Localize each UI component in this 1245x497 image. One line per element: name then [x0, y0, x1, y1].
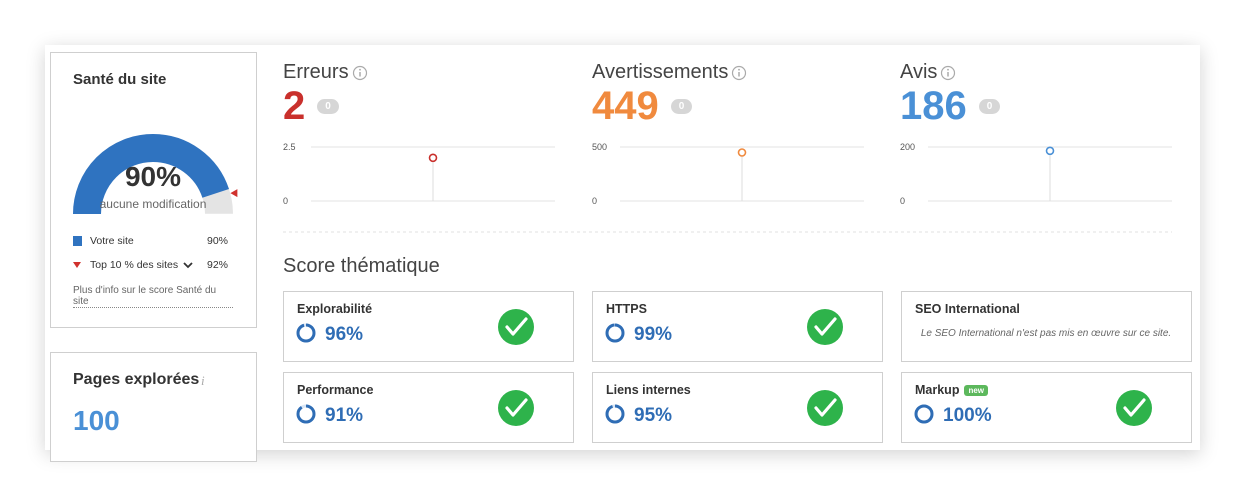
legend-swatch	[73, 236, 82, 246]
pages-value: 100	[73, 405, 120, 436]
pages-card	[50, 352, 257, 462]
gauge-score: 90%	[124, 161, 182, 192]
dropdown-chevron	[183, 262, 193, 269]
topic-head: Liens internes	[606, 383, 691, 397]
gauge-status: aucune modification	[99, 197, 207, 211]
ring-arc	[605, 323, 625, 343]
check-icon	[498, 309, 534, 345]
y-tick-label: 0	[283, 196, 289, 206]
metric-value: 2	[283, 84, 306, 128]
metric-label: Erreurs	[283, 61, 349, 83]
info-icon	[352, 65, 368, 81]
info-icon-dot	[359, 68, 361, 71]
check-mark	[1123, 398, 1146, 417]
y-tick-label: 0	[900, 196, 906, 206]
topic-head: Explorabilité	[297, 302, 372, 316]
new-badge: new	[964, 384, 989, 396]
legend-label: Top 10 % des sites	[90, 259, 179, 271]
topic-score: 95%	[634, 405, 673, 426]
topic-score: 99%	[634, 324, 673, 345]
info-link[interactable]: Plus d'info sur le score Santé du site	[73, 285, 233, 308]
check-mark	[814, 317, 837, 336]
card-title: Pages explorées	[73, 371, 200, 388]
topic-head: HTTPS	[606, 302, 647, 316]
topic-head: Performance	[297, 383, 373, 397]
metric-value: 186	[900, 84, 967, 128]
topic-title: SEO International	[915, 302, 1020, 316]
topic-title: Explorabilité	[297, 302, 373, 316]
metric-badge: 0	[978, 98, 1001, 114]
data-point	[737, 148, 747, 157]
check-mark	[814, 398, 837, 417]
metric-label: Avertissements	[592, 61, 729, 83]
legend-value: 92%	[207, 259, 229, 271]
check-icon	[807, 309, 843, 345]
info-icon-dot	[738, 68, 740, 71]
section-title: Score thématique	[283, 255, 440, 277]
check-icon	[807, 390, 843, 426]
metric-value: 449	[592, 84, 659, 128]
check-mark	[505, 398, 528, 417]
topic-title: Liens internes	[606, 383, 691, 397]
topic-title: Markup	[915, 383, 960, 397]
data-point	[428, 153, 438, 163]
metric-label: Avis	[900, 61, 938, 83]
y-tick-label: 0	[592, 196, 598, 206]
gauge-cut	[60, 214, 250, 228]
ring-arc	[914, 404, 934, 424]
ring-arc	[296, 404, 316, 424]
info-icon-dot	[947, 68, 949, 71]
check-icon	[498, 390, 534, 426]
topic-score: 91%	[325, 405, 364, 426]
data-point	[1045, 146, 1055, 156]
check-mark	[505, 317, 528, 336]
legend-marker	[73, 262, 81, 268]
topic-score: 96%	[325, 324, 364, 345]
topic-head: SEO International	[915, 302, 1020, 316]
legend-label: Votre site	[90, 235, 134, 247]
topic-head: Markup new	[915, 383, 989, 397]
y-tick-label: 2.5	[283, 142, 296, 152]
info-icon: i	[201, 373, 205, 388]
legend-value: 90%	[207, 235, 229, 247]
ring-arc	[605, 404, 625, 424]
top10-marker	[230, 189, 238, 198]
topic-title: HTTPS	[606, 302, 647, 316]
topic-card[interactable]	[901, 291, 1192, 362]
info-icon	[940, 65, 956, 81]
metric-row: 449 0	[592, 84, 693, 128]
ring-arc	[296, 323, 316, 343]
topic-note: Le SEO International n'est pas mis en œu…	[920, 328, 1172, 339]
metric-badge: 0	[670, 98, 693, 114]
check-icon	[1116, 390, 1152, 426]
topic-title: Performance	[297, 383, 374, 397]
y-tick-label: 500	[592, 142, 608, 152]
info-icon	[731, 65, 747, 81]
metric-row: 186 0	[900, 84, 1001, 128]
y-tick-label: 200	[900, 142, 916, 152]
card-title: Santé du site	[73, 71, 167, 88]
topic-score: 100%	[943, 405, 992, 426]
metric-badge: 0	[317, 98, 339, 114]
